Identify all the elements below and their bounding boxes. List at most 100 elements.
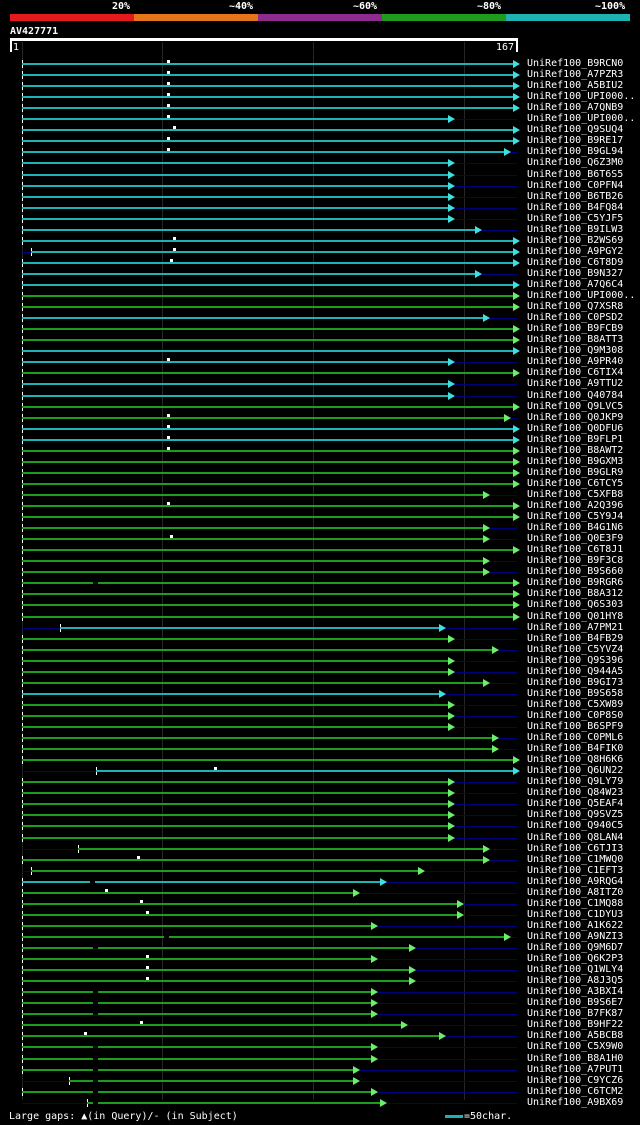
hit-label[interactable]: UniRef100_B6SPF9 [527,721,624,732]
hit-bar[interactable] [22,174,448,176]
hit-label[interactable]: UniRef100_A7PM21 [527,622,624,633]
hit-label[interactable]: UniRef100_B7FK87 [527,1008,624,1019]
hit-label[interactable]: UniRef100_B9RCN0 [527,58,624,69]
hit-bar[interactable] [22,925,371,927]
hit-label[interactable]: UniRef100_C5XFB8 [527,489,624,500]
hit-bar[interactable] [22,1091,371,1093]
hit-bar[interactable] [31,870,418,872]
hit-label[interactable]: UniRef100_A9TTU2 [527,378,624,389]
hit-bar[interactable] [22,980,409,982]
hit-label[interactable]: UniRef100_A3BXI4 [527,986,624,997]
hit-bar[interactable] [22,472,513,474]
hit-label[interactable]: UniRef100_C6TIX4 [527,367,624,378]
hit-label[interactable]: UniRef100_C1EFT3 [527,865,624,876]
hit-label[interactable]: UniRef100_Q6Z3M0 [527,157,624,168]
hit-bar[interactable] [22,649,492,651]
hit-bar[interactable] [22,107,513,109]
hit-bar[interactable] [22,947,409,949]
hit-bar[interactable] [22,759,513,761]
hit-bar[interactable] [22,162,448,164]
hit-bar[interactable] [31,251,513,253]
hit-bar[interactable] [22,671,448,673]
hit-label[interactable]: UniRef100_A1K622 [527,920,624,931]
hit-bar[interactable] [22,1058,371,1060]
hit-label[interactable]: UniRef100_B9FCB9 [527,323,624,334]
hit-bar[interactable] [22,914,457,916]
hit-bar[interactable] [22,284,513,286]
hit-bar[interactable] [22,1013,371,1015]
hit-bar[interactable] [22,748,492,750]
hit-label[interactable]: UniRef100_C0PML6 [527,732,624,743]
hit-bar[interactable] [78,848,483,850]
hit-label[interactable]: UniRef100_B9S658 [527,688,624,699]
hit-bar[interactable] [22,383,448,385]
hit-bar[interactable] [22,428,513,430]
hit-bar[interactable] [22,881,380,883]
hit-label[interactable]: UniRef100_Q6UN22 [527,765,624,776]
hit-label[interactable]: UniRef100_A7PUT1 [527,1064,624,1075]
hit-label[interactable]: UniRef100_C1MWQ0 [527,854,624,865]
hit-label[interactable]: UniRef100_C6TCM2 [527,1086,624,1097]
hit-bar[interactable] [22,96,513,98]
hit-bar[interactable] [69,1080,353,1082]
hit-bar[interactable] [22,527,483,529]
hit-bar[interactable] [22,538,483,540]
hit-label[interactable]: UniRef100_B8ATT3 [527,334,624,345]
hit-label[interactable]: UniRef100_C6TCY5 [527,478,624,489]
hit-bar[interactable] [22,505,513,507]
hit-label[interactable]: UniRef100_C6T8D9 [527,257,624,268]
hit-label[interactable]: UniRef100_B9ILW3 [527,224,624,235]
hit-label[interactable]: UniRef100_B2WS69 [527,235,624,246]
hit-bar[interactable] [22,450,513,452]
hit-label[interactable]: UniRef100_C1MQ88 [527,898,624,909]
hit-label[interactable]: UniRef100_A9NZI3 [527,931,624,942]
hit-label[interactable]: UniRef100_A5BCB8 [527,1030,624,1041]
hit-label[interactable]: UniRef100_UPI000.. [527,91,636,102]
hit-bar[interactable] [22,63,513,65]
hit-bar[interactable] [22,339,513,341]
hit-label[interactable]: UniRef100_B9FLP1 [527,434,624,445]
hit-label[interactable]: UniRef100_Q8LAN4 [527,832,624,843]
hit-label[interactable]: UniRef100_Q40784 [527,390,624,401]
hit-label[interactable]: UniRef100_B9GI73 [527,677,624,688]
hit-label[interactable]: UniRef100_Q9LVC5 [527,401,624,412]
hit-bar[interactable] [96,770,513,772]
hit-bar[interactable] [22,1046,371,1048]
hit-label[interactable]: UniRef100_B6TB26 [527,191,624,202]
hit-label[interactable]: UniRef100_A9PGY2 [527,246,624,257]
hit-bar[interactable] [22,118,448,120]
hit-label[interactable]: UniRef100_C5YJF5 [527,213,624,224]
hit-label[interactable]: UniRef100_A8ITZ0 [527,887,624,898]
hit-label[interactable]: UniRef100_A2Q396 [527,500,624,511]
hit-bar[interactable] [22,350,513,352]
hit-bar[interactable] [22,958,371,960]
hit-label[interactable]: UniRef100_B4G1N6 [527,522,624,533]
hit-label[interactable]: UniRef100_C0P8S0 [527,710,624,721]
hit-label[interactable]: UniRef100_B6T6S5 [527,169,624,180]
hit-bar[interactable] [22,991,371,993]
hit-bar[interactable] [22,803,448,805]
hit-label[interactable]: UniRef100_Q7XSR8 [527,301,624,312]
hit-label[interactable]: UniRef100_Q9M6D7 [527,942,624,953]
hit-bar[interactable] [22,792,448,794]
hit-label[interactable]: UniRef100_B9GL94 [527,146,624,157]
hit-bar[interactable] [22,140,513,142]
hit-label[interactable]: UniRef100_UPI000.. [527,113,636,124]
hit-label[interactable]: UniRef100_C5YVZ4 [527,644,624,655]
hit-label[interactable]: UniRef100_Q6K2P3 [527,953,624,964]
hit-bar[interactable] [22,129,513,131]
hit-label[interactable]: UniRef100_Q944A5 [527,666,624,677]
hit-label[interactable]: UniRef100_C1DYU3 [527,909,624,920]
hit-bar[interactable] [22,85,513,87]
hit-bar[interactable] [22,461,513,463]
hit-bar[interactable] [22,317,483,319]
hit-bar[interactable] [22,593,513,595]
hit-label[interactable]: UniRef100_B9RGR6 [527,577,624,588]
hit-label[interactable]: UniRef100_B9GXM3 [527,456,624,467]
hit-bar[interactable] [22,704,448,706]
hit-bar[interactable] [22,560,483,562]
hit-label[interactable]: UniRef100_A9PR40 [527,356,624,367]
hit-label[interactable]: UniRef100_Q01HY8 [527,611,624,622]
hit-bar[interactable] [22,781,448,783]
hit-bar[interactable] [22,372,513,374]
